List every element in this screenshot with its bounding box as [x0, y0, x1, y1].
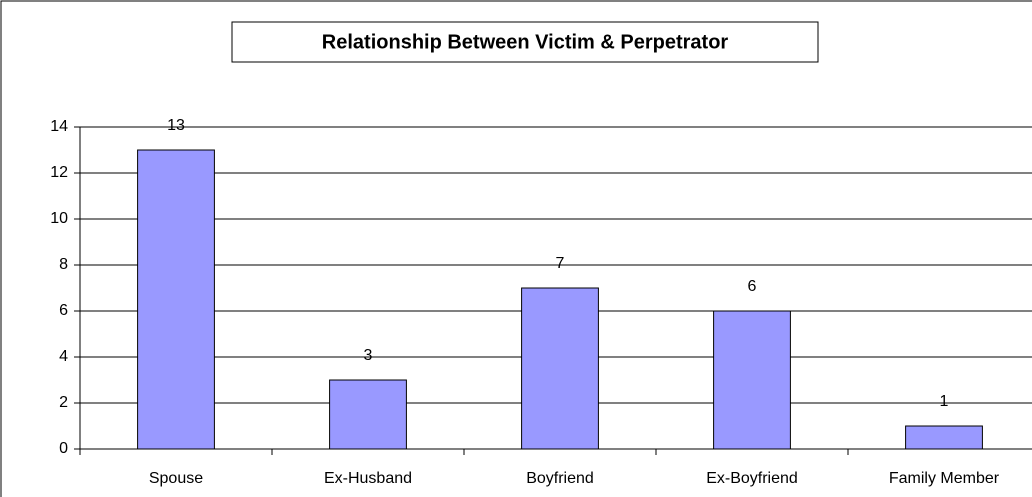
y-tick-label: 6	[59, 302, 68, 319]
bar	[329, 379, 407, 450]
y-tick-label: 4	[59, 348, 68, 365]
y-tick-label: 2	[59, 394, 68, 411]
bar	[521, 287, 599, 450]
bar	[905, 425, 983, 450]
data-label: 13	[167, 117, 185, 134]
y-tick-label: 0	[59, 440, 68, 457]
data-label: 6	[748, 278, 757, 295]
bar	[137, 149, 215, 450]
title-box	[231, 21, 819, 63]
data-label: 3	[364, 347, 373, 364]
x-tick-label: Boyfriend	[526, 470, 594, 487]
bar	[713, 310, 791, 450]
y-tick-label: 8	[59, 256, 68, 273]
y-tick-label: 14	[50, 118, 68, 135]
y-tick-label: 12	[50, 164, 68, 181]
x-tick-label: Ex-Husband	[324, 470, 412, 487]
x-tick-label: Spouse	[149, 470, 203, 487]
chart-title: Relationship Between Victim & Perpetrato…	[322, 31, 729, 53]
x-tick-label: Family Member	[889, 470, 1000, 487]
y-tick-label: 10	[50, 210, 68, 227]
data-label: 7	[556, 255, 565, 272]
data-label: 1	[940, 393, 949, 410]
x-tick-label: Ex-Boyfriend	[706, 470, 798, 487]
